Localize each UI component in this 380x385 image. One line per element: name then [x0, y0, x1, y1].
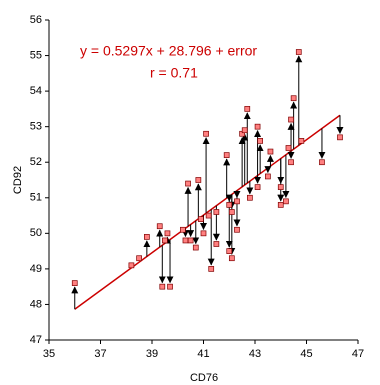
point	[337, 134, 343, 141]
x-tick-label: 41	[197, 348, 209, 360]
x-tick-label: 45	[300, 348, 312, 360]
point	[164, 230, 171, 237]
y-tick-label: 55	[30, 49, 42, 61]
y-tick-label: 49	[30, 263, 42, 275]
point	[136, 255, 142, 262]
point	[285, 145, 292, 151]
y-tick-label: 50	[30, 227, 42, 239]
point	[267, 148, 274, 155]
x-tick-label: 37	[94, 348, 106, 360]
point	[208, 266, 215, 272]
point	[226, 202, 233, 208]
point	[241, 127, 248, 134]
equation: y = 0.5297x + 28.796 + error	[80, 43, 257, 59]
point	[205, 212, 212, 219]
point	[290, 95, 297, 102]
point	[265, 173, 271, 180]
point	[254, 123, 261, 130]
y-tick-label: 52	[30, 156, 42, 168]
point	[203, 130, 209, 137]
x-tick-label: 47	[352, 348, 364, 360]
point	[198, 216, 204, 222]
point	[226, 248, 233, 254]
point	[144, 234, 150, 240]
point	[128, 262, 135, 269]
point	[187, 237, 194, 244]
point	[213, 209, 220, 215]
point	[277, 184, 284, 190]
point	[71, 280, 78, 286]
point	[277, 202, 284, 208]
y-tick-label: 53	[30, 121, 42, 133]
point	[162, 237, 168, 244]
correlation: r = 0.71	[150, 65, 198, 81]
point	[247, 194, 253, 201]
point	[298, 138, 305, 144]
point	[167, 283, 173, 290]
point	[200, 230, 207, 237]
point	[223, 152, 230, 158]
point	[213, 241, 220, 247]
point	[234, 226, 240, 233]
point	[254, 184, 261, 190]
y-axis-label: CD92	[12, 166, 24, 194]
point	[244, 106, 251, 112]
x-axis-label: CD76	[190, 372, 218, 384]
point	[185, 180, 191, 187]
point	[228, 255, 235, 262]
point	[159, 283, 166, 290]
x-tick-label: 35	[43, 348, 55, 360]
x-tick-label: 39	[146, 348, 158, 360]
point	[192, 244, 199, 251]
regression-line	[74, 114, 341, 310]
point	[156, 223, 163, 230]
point	[257, 138, 263, 144]
point	[180, 226, 186, 233]
point	[295, 49, 302, 55]
y-tick-label: 47	[30, 334, 42, 346]
x-tick-label: 43	[249, 348, 261, 360]
point	[319, 159, 325, 166]
y-tick-label: 56	[30, 14, 42, 26]
point	[234, 198, 240, 205]
point	[288, 159, 294, 166]
point	[288, 116, 294, 123]
point	[182, 237, 189, 244]
y-tick-label: 54	[30, 85, 42, 97]
point	[228, 209, 235, 215]
y-tick-label: 48	[30, 298, 42, 310]
y-tick-label: 51	[30, 192, 42, 204]
point	[283, 198, 289, 205]
point	[195, 177, 202, 183]
